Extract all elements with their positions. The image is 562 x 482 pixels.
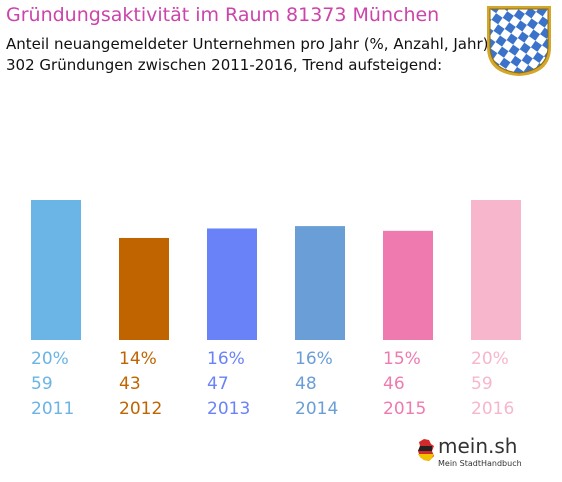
count-label-2012: 43 — [119, 374, 141, 394]
count-label-2016: 59 — [471, 374, 493, 394]
bar-2016 — [471, 200, 521, 340]
count-label-2013: 47 — [207, 374, 229, 394]
year-label-2011: 2011 — [31, 399, 74, 419]
year-label-2014: 2014 — [295, 399, 338, 419]
logo-name: mein.sh — [438, 434, 518, 458]
percent-label-2011: 20% — [31, 349, 69, 369]
percent-label-2014: 16% — [295, 349, 333, 369]
chart-title: Gründungsaktivität im Raum 81373 München — [6, 4, 440, 26]
percent-label-2013: 16% — [207, 349, 245, 369]
count-label-2014: 48 — [295, 374, 317, 394]
count-label-2015: 46 — [383, 374, 405, 394]
mein-sh-logo: mein.sh Mein StadtHandbuch — [414, 432, 559, 476]
chart-subtitle-line2: 302 Gründungen zwischen 2011-2016, Trend… — [6, 56, 443, 74]
year-label-2013: 2013 — [207, 399, 250, 419]
bar-2012 — [119, 237, 169, 340]
percent-label-2016: 20% — [471, 349, 509, 369]
germany-map-icon — [418, 439, 434, 461]
year-label-2012: 2012 — [119, 399, 162, 419]
bar-2014 — [295, 226, 345, 340]
bar-2011 — [31, 200, 81, 340]
percent-label-2015: 15% — [383, 349, 421, 369]
logo-tagline: Mein StadtHandbuch — [438, 459, 522, 468]
chart-subtitle-line1: Anteil neuangemeldeter Unternehmen pro J… — [6, 35, 489, 53]
percent-label-2012: 14% — [119, 349, 157, 369]
year-label-2015: 2015 — [383, 399, 426, 419]
bar-2013 — [207, 228, 257, 340]
bar-2015 — [383, 230, 433, 340]
count-label-2011: 59 — [31, 374, 53, 394]
year-label-2016: 2016 — [471, 399, 514, 419]
bavarian-crest-icon — [487, 6, 551, 76]
